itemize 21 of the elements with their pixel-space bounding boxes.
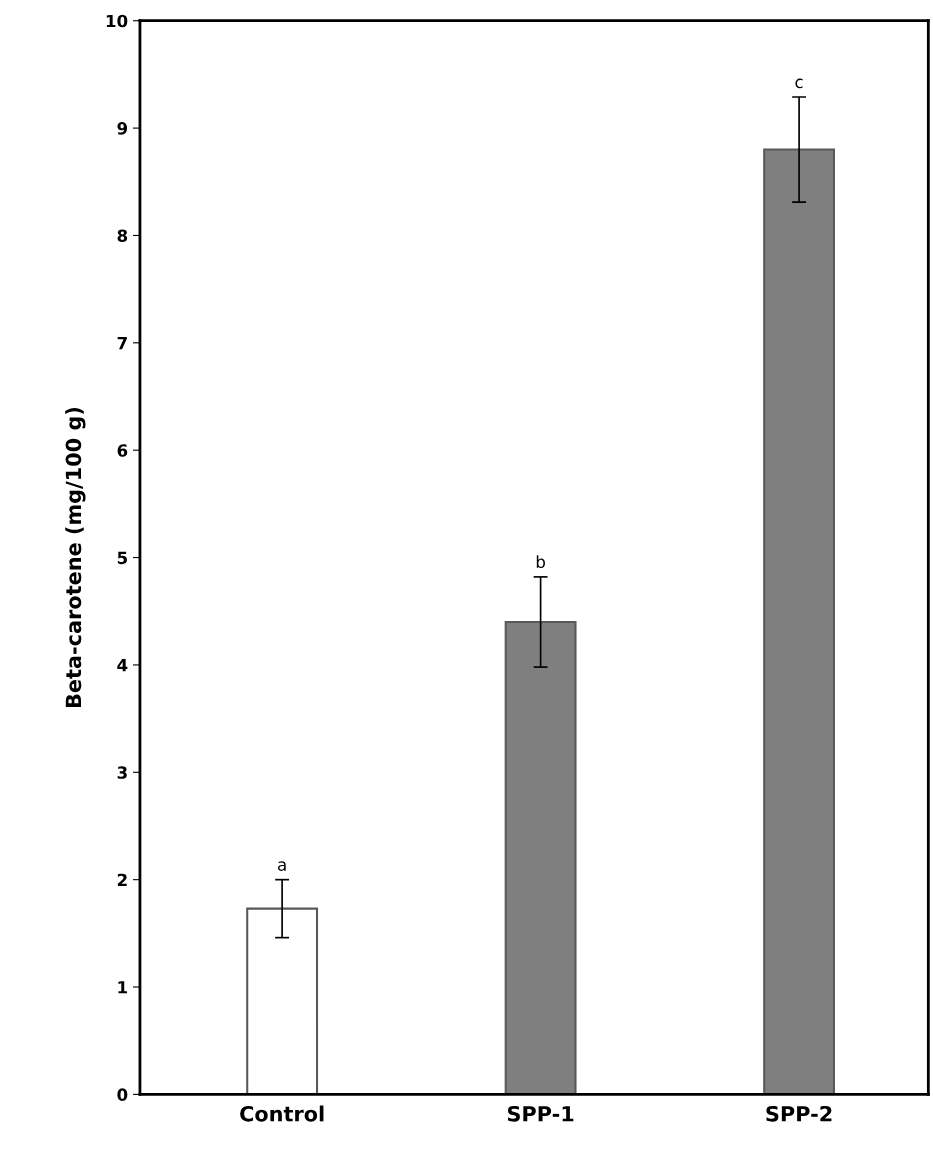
y-tick-label: 9 [117,122,128,135]
annotation: a [278,861,286,871]
bar [504,620,577,1095]
y-tick-label: 5 [117,551,127,565]
x-tick-label: SPP-1 [507,1105,574,1122]
y-tick-label: 4 [117,659,128,672]
bar [763,148,836,1095]
y-tick-label: 10 [106,14,128,28]
y-tick-label: 7 [117,337,127,350]
bar [246,907,319,1095]
annotation: b [536,555,545,569]
y-tick-label: 8 [117,229,128,243]
y-tick-label: 2 [117,873,127,886]
y-tick-label: 1 [118,981,127,994]
y-tick-label: 0 [117,1088,128,1101]
annotation: c [795,78,803,89]
x-tick-label: SPP-2 [766,1105,832,1122]
y-tick-label: 3 [117,766,127,779]
x-tick-label: Control [240,1105,324,1122]
y-tick-label: 6 [117,444,128,457]
y-axis-title: Beta-carotene (mg/100 g) [65,407,86,708]
